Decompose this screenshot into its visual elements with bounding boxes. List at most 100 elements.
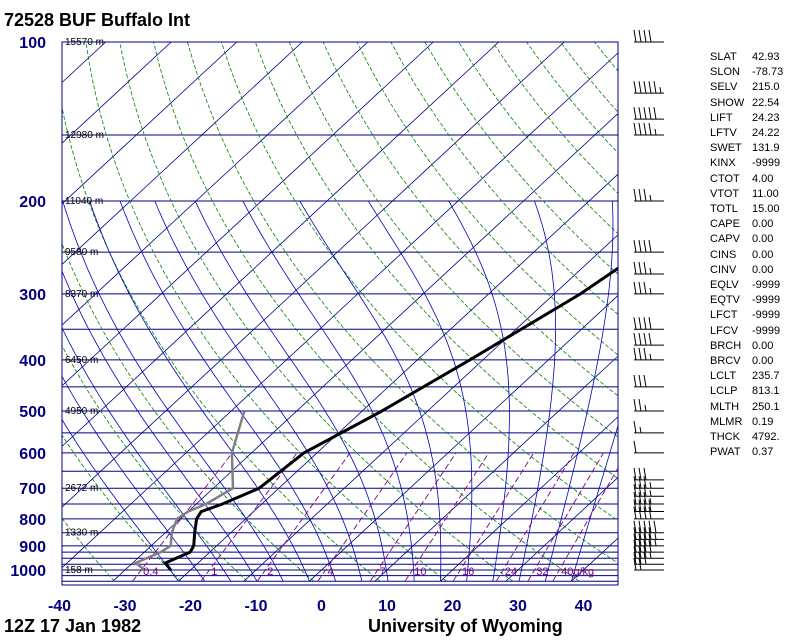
height-label: 15570 m [65, 37, 104, 48]
stat-row: BRCH 0.00 [710, 339, 783, 354]
dewpoint-line [133, 410, 246, 571]
height-label: 2672 m [65, 483, 98, 494]
wind-barb [633, 520, 664, 534]
temperature-tick-label: -30 [113, 598, 136, 615]
stat-row: TOTL 15.00 [710, 202, 783, 217]
stability-indices: SLAT 42.93 SLON -78.73 SELV 215.0 SHOW 22.54 LIF… [710, 50, 783, 460]
height-label: 11040 m [65, 196, 103, 207]
stat-row: SHOW 22.54 [710, 96, 783, 111]
stat-value: 0.00 [752, 233, 774, 246]
stat-row: SLON -78.73 [710, 65, 783, 80]
stat-key: SLON [710, 66, 740, 79]
stat-value: 0.00 [752, 339, 774, 352]
mixing-ratio-line [369, 452, 457, 582]
stat-key: CAPE [710, 218, 740, 231]
mixing-ratio-label: 10 [414, 566, 426, 578]
dry-adiabat [62, 242, 314, 582]
stat-row: LCLT 235.7 [710, 369, 783, 384]
observation-time: 12Z 17 Jan 1982 [4, 616, 142, 636]
wind-barb [633, 484, 664, 497]
mixing-ratio-label: 16 [462, 566, 474, 578]
stat-key: VTOT [710, 187, 740, 200]
stat-key: LIFT [710, 111, 733, 124]
chart-title: 72528 BUF Buffalo Int [4, 10, 191, 30]
isotherm-line [62, 42, 565, 508]
stat-row: LIFT 24.23 [710, 111, 783, 126]
height-label: 158 m [65, 565, 93, 576]
mixing-ratio-label: 40g/kg [561, 566, 594, 578]
stat-key: LFCT [710, 309, 738, 322]
wind-barb [633, 281, 664, 295]
stat-key: LCLP [710, 385, 738, 398]
wind-barb [633, 347, 664, 361]
stat-key: LFCV [710, 324, 739, 337]
stat-value: -9999 [752, 309, 781, 322]
stat-value: 15.00 [752, 203, 780, 216]
pressure-tick-label: 600 [19, 446, 46, 463]
mixing-ratio-line [452, 452, 535, 582]
stat-value: -78.73 [752, 66, 784, 79]
stat-key: SELV [710, 81, 738, 94]
moist-adiabat [367, 200, 473, 582]
temperature-tick-label: 10 [378, 598, 396, 615]
stat-row: BRCV 0.00 [710, 354, 783, 369]
mixing-ratio-line [404, 452, 490, 582]
wind-barbs [633, 29, 664, 571]
mixing-ratio-label: 2 [267, 566, 273, 578]
pressure-tick-label: 500 [19, 404, 46, 421]
isotherm-line [62, 42, 500, 447]
mixing-ratio-label: 32 [536, 566, 548, 578]
stat-key: EQLV [710, 279, 739, 292]
stat-key: SLAT [710, 51, 737, 63]
pressure-tick-label: 700 [19, 481, 46, 498]
stat-key: LFTV [710, 127, 737, 140]
stat-row: SLAT 42.93 [710, 50, 783, 65]
stat-value: 22.54 [752, 96, 780, 109]
mixing-ratio-line [256, 452, 351, 582]
wind-barb [633, 29, 664, 43]
isotherm-line [62, 42, 369, 326]
stat-key: CTOT [710, 172, 740, 185]
isotherm-line [0, 42, 40, 581]
wind-barb [633, 499, 664, 513]
stat-value: 42.93 [752, 51, 780, 63]
wind-barb [633, 240, 664, 253]
isotherm-line [62, 42, 172, 144]
stat-value: 235.7 [752, 370, 780, 383]
moist-adiabat [119, 200, 336, 582]
stat-key: TOTL [710, 203, 738, 216]
temperature-tick-label: 40 [575, 598, 593, 615]
stat-value: -9999 [752, 294, 781, 307]
isotherm-line [62, 42, 107, 84]
temperature-line [162, 266, 618, 571]
stat-key: CINS [710, 248, 737, 261]
wind-barb [633, 107, 664, 120]
isotherm-line [178, 173, 618, 582]
mixing-ratio-line [317, 452, 408, 582]
stat-row: LFTV 24.22 [710, 126, 783, 141]
mixing-ratio-line [552, 467, 618, 582]
stat-row: VTOT 11.00 [710, 187, 783, 202]
stat-value: 4792. [752, 431, 780, 444]
temperature-tick-label: 0 [317, 598, 326, 615]
dry-adiabat [390, 42, 618, 315]
stat-value: 24.23 [752, 111, 780, 124]
stat-key: THCK [710, 431, 740, 444]
stat-value: 0.00 [752, 248, 774, 261]
stat-key: BRCH [710, 339, 742, 352]
stat-row: LCLP 813.1 [710, 384, 783, 399]
stat-key: SWET [710, 142, 742, 155]
stat-key: MLMR [710, 415, 743, 428]
dry-adiabat [153, 42, 580, 582]
wind-barb [633, 440, 664, 454]
stat-key: EQTV [710, 294, 740, 307]
dry-adiabat [0, 42, 48, 581]
mixing-ratio-label: 24 [505, 566, 517, 578]
dry-adiabat [356, 42, 618, 356]
stat-key: CAPV [710, 233, 740, 246]
wind-barb [633, 374, 664, 388]
isotherm-line [62, 42, 303, 265]
pressure-tick-label: 200 [19, 194, 46, 211]
stat-key: SHOW [710, 96, 745, 109]
moist-adiabat [62, 326, 232, 582]
